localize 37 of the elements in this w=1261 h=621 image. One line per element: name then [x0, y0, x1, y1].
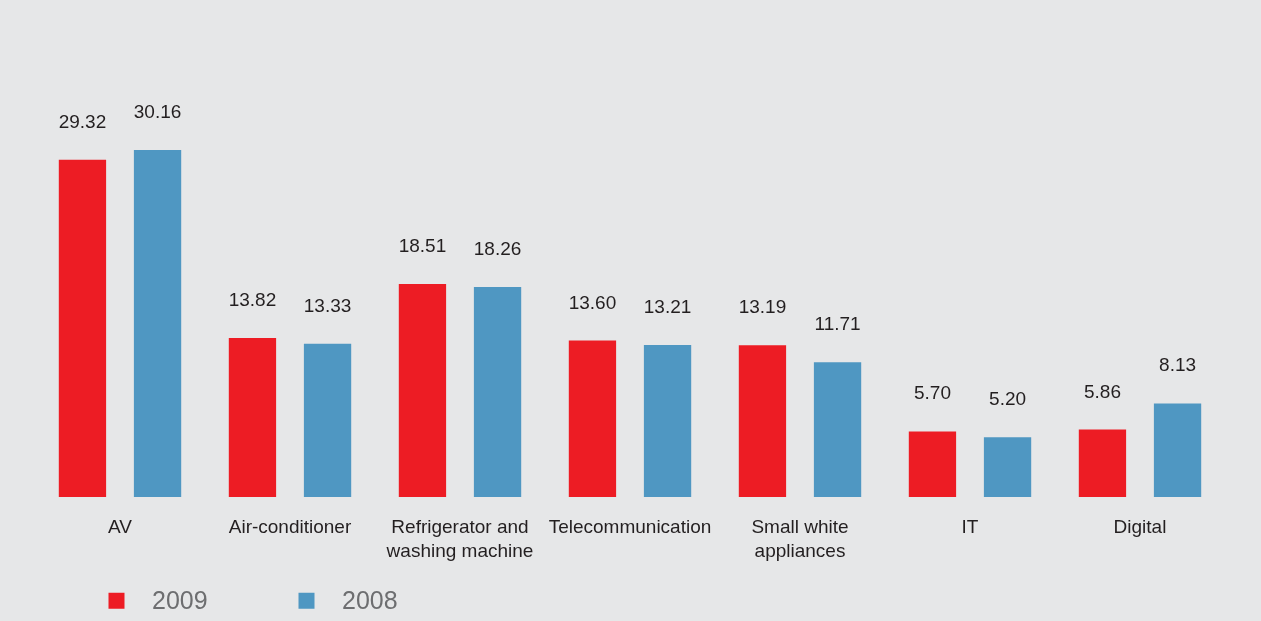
legend-label: 2008 [342, 585, 398, 614]
data-label: 11.71 [814, 313, 861, 335]
data-label: 5.70 [913, 382, 951, 404]
bar [908, 431, 957, 497]
data-label: 29.32 [58, 110, 107, 132]
bar [1153, 403, 1202, 497]
data-label: 30.16 [133, 101, 182, 122]
bar [643, 345, 692, 497]
legend-label: 2009 [152, 585, 208, 614]
data-label: 13.33 [303, 294, 352, 316]
bar [133, 150, 182, 497]
data-label: 18.51 [398, 235, 447, 257]
bar [568, 340, 617, 497]
bar [983, 437, 1032, 497]
x-tick-label: Digital [1113, 515, 1167, 537]
bar [58, 159, 107, 497]
data-label: 18.26 [473, 237, 522, 259]
bar [473, 286, 522, 497]
x-tick-label: AV [108, 515, 133, 537]
bar [228, 338, 277, 497]
x-tick-label: Air-conditioner [228, 515, 352, 537]
data-label: 13.21 [643, 296, 692, 318]
data-label: 13.82 [228, 289, 277, 310]
x-tick-label: Telecommunication [548, 515, 712, 537]
data-label: 5.86 [1083, 380, 1121, 402]
x-tick-label: Refrigerator and washing machine [385, 515, 534, 561]
data-label: 8.13 [1159, 354, 1197, 376]
x-tick-label: IT [961, 515, 979, 537]
x-tick-label: Small white appliances [751, 515, 849, 561]
data-label: 13.19 [738, 296, 787, 318]
bar [813, 362, 862, 497]
data-label: 5.20 [989, 388, 1027, 410]
bar [738, 345, 787, 497]
data-label: 13.60 [568, 291, 617, 313]
bar [1078, 429, 1127, 497]
bar [303, 343, 352, 497]
bar [398, 284, 447, 497]
